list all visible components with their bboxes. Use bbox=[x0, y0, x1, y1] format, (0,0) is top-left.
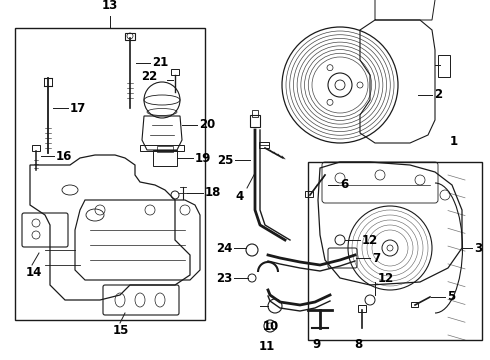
Text: 20: 20 bbox=[199, 118, 215, 131]
Text: 4: 4 bbox=[236, 189, 244, 202]
Text: 14: 14 bbox=[26, 266, 42, 279]
Text: 7: 7 bbox=[372, 252, 380, 265]
Text: 12: 12 bbox=[362, 234, 378, 247]
Text: 8: 8 bbox=[354, 338, 362, 351]
Bar bbox=[308, 162, 482, 340]
Bar bbox=[15, 28, 205, 320]
Text: 11: 11 bbox=[259, 340, 275, 353]
Text: 24: 24 bbox=[216, 242, 232, 255]
Bar bbox=[171, 69, 179, 75]
Text: 3: 3 bbox=[474, 242, 482, 255]
Bar bbox=[125, 33, 135, 40]
Text: 16: 16 bbox=[56, 149, 73, 162]
Bar bbox=[140, 145, 184, 151]
Bar bbox=[411, 302, 418, 307]
Text: 9: 9 bbox=[312, 338, 320, 351]
Bar bbox=[32, 145, 40, 151]
Bar bbox=[250, 115, 260, 127]
Text: 10: 10 bbox=[263, 320, 279, 333]
Bar bbox=[252, 110, 258, 117]
Text: 23: 23 bbox=[216, 271, 232, 284]
Text: 21: 21 bbox=[152, 57, 168, 69]
Bar bbox=[259, 142, 269, 148]
Text: 5: 5 bbox=[447, 291, 455, 303]
Text: 22: 22 bbox=[141, 71, 157, 84]
Bar bbox=[305, 191, 313, 197]
Text: 17: 17 bbox=[70, 102, 86, 114]
Bar bbox=[438, 55, 450, 77]
Bar bbox=[153, 150, 177, 166]
Text: 18: 18 bbox=[205, 186, 221, 199]
Text: 6: 6 bbox=[340, 179, 348, 192]
Text: 19: 19 bbox=[195, 152, 211, 165]
Text: 12: 12 bbox=[378, 271, 394, 284]
Text: 13: 13 bbox=[102, 0, 118, 12]
Text: 2: 2 bbox=[434, 89, 442, 102]
Text: 15: 15 bbox=[113, 324, 129, 338]
Bar bbox=[358, 305, 366, 312]
Text: 25: 25 bbox=[217, 153, 233, 166]
Bar bbox=[157, 146, 173, 152]
Text: 1: 1 bbox=[450, 135, 458, 148]
